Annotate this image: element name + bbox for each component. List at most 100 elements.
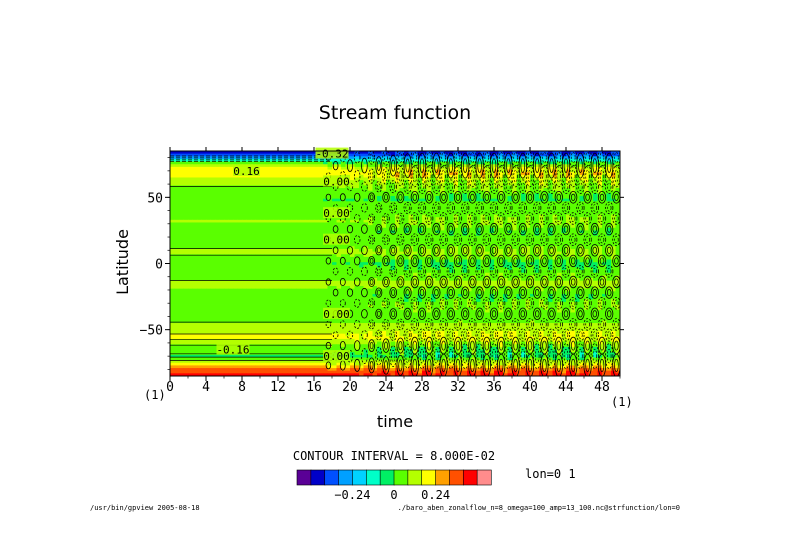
field-cell <box>368 169 373 173</box>
field-cell <box>179 272 184 276</box>
field-cell <box>210 227 216 231</box>
field-cell <box>381 201 387 205</box>
field-cell <box>273 217 279 221</box>
field-cell <box>453 248 459 252</box>
field-cell <box>570 214 576 218</box>
field-cell <box>197 254 202 258</box>
field-cell <box>557 211 562 215</box>
field-cell <box>363 211 369 215</box>
field-cell <box>435 278 441 282</box>
field-cell <box>485 235 490 239</box>
field-cell <box>345 248 351 252</box>
field-cell <box>566 177 571 181</box>
field-cell <box>183 190 189 194</box>
field-cell <box>215 251 220 255</box>
field-cell <box>287 278 292 282</box>
field-cell <box>314 248 319 252</box>
field-cell <box>359 214 364 218</box>
field-cell <box>548 214 553 218</box>
field-cell <box>251 185 256 189</box>
field-cell <box>512 180 517 184</box>
field-cell <box>485 182 490 186</box>
field-cell <box>570 156 576 160</box>
field-cell <box>485 188 490 192</box>
field-cell <box>197 235 202 239</box>
field-cell <box>341 225 346 229</box>
field-cell <box>476 156 481 160</box>
field-cell <box>377 193 382 197</box>
field-cell <box>345 264 351 268</box>
field-cell <box>192 278 198 282</box>
field-cell <box>327 196 333 200</box>
field-cell <box>521 211 526 215</box>
field-cell <box>615 230 620 234</box>
field-cell <box>426 235 432 239</box>
field-cell <box>264 280 270 284</box>
field-cell <box>224 185 229 189</box>
field-cell <box>381 235 387 239</box>
field-cell <box>282 217 288 221</box>
field-cell <box>615 259 620 263</box>
field-cell <box>507 256 513 260</box>
field-cell <box>395 203 400 207</box>
field-cell <box>395 267 400 271</box>
field-cell <box>543 185 549 189</box>
field-cell <box>350 272 355 276</box>
field-cell <box>264 233 270 237</box>
field-cell <box>507 241 513 245</box>
field-cell <box>336 166 342 170</box>
field-cell <box>557 222 562 226</box>
field-cell <box>611 164 616 168</box>
field-cell <box>228 264 234 268</box>
field-cell <box>242 270 247 274</box>
field-cell <box>242 174 247 178</box>
field-cell <box>597 246 603 250</box>
field-cell <box>390 256 396 260</box>
field-cell <box>494 193 499 197</box>
field-cell <box>476 256 481 260</box>
field-cell <box>606 151 612 155</box>
field-cell <box>269 243 274 247</box>
field-cell <box>237 254 243 258</box>
field-cell <box>210 235 216 239</box>
field-cell <box>174 280 180 284</box>
field-cell <box>237 219 243 223</box>
field-cell <box>386 190 391 194</box>
field-cell <box>453 272 459 276</box>
field-cell <box>539 267 544 271</box>
field-cell <box>251 201 256 205</box>
field-cell <box>197 153 202 157</box>
field-cell <box>278 246 283 250</box>
field-cell <box>615 206 620 210</box>
field-cell <box>210 251 216 255</box>
field-cell <box>386 246 391 250</box>
field-cell <box>449 161 454 165</box>
field-cell <box>228 227 234 231</box>
field-cell <box>332 246 337 250</box>
field-cell <box>548 153 553 157</box>
field-cell <box>584 248 589 252</box>
field-cell <box>575 203 580 207</box>
field-cell <box>237 180 243 184</box>
field-cell <box>381 275 387 279</box>
field-cell <box>449 217 454 221</box>
field-cell <box>404 262 409 266</box>
field-cell <box>282 201 288 205</box>
field-cell <box>296 241 301 245</box>
field-cell <box>278 158 283 162</box>
field-cell <box>170 203 175 207</box>
field-cell <box>575 206 580 210</box>
field-cell <box>377 275 382 279</box>
field-cell <box>426 177 432 181</box>
field-cell <box>363 174 369 178</box>
field-cell <box>615 158 620 162</box>
field-cell <box>395 188 400 192</box>
field-cell <box>593 264 598 268</box>
field-cell <box>170 254 175 258</box>
field-cell <box>206 185 211 189</box>
field-cell <box>314 174 319 178</box>
field-cell <box>606 203 612 207</box>
field-cell <box>503 161 508 165</box>
field-cell <box>278 278 283 282</box>
field-cell <box>417 259 423 263</box>
